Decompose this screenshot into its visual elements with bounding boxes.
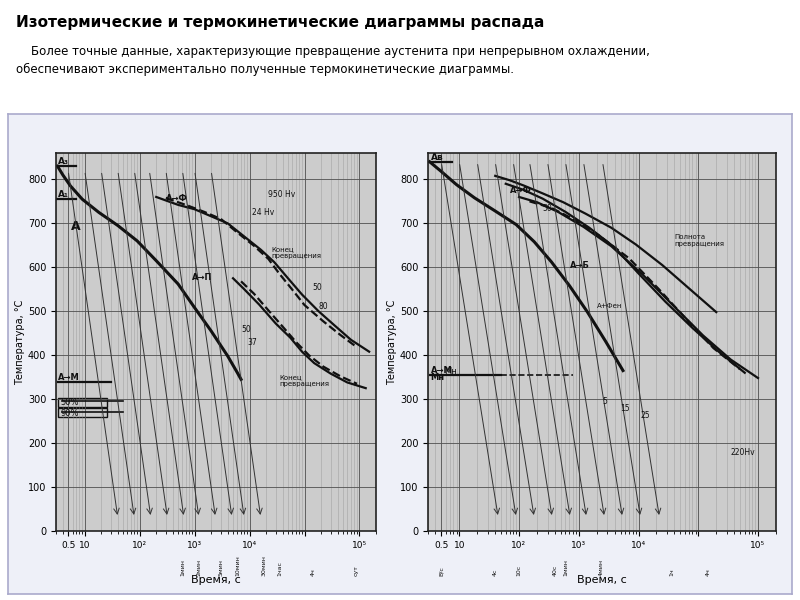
Text: A₃: A₃	[58, 157, 70, 166]
Y-axis label: Температура, °С: Температура, °С	[15, 299, 25, 385]
Text: Более точные данные, характеризующие превращение аустенита при непрерывном охлаж: Более точные данные, характеризующие пре…	[16, 45, 650, 58]
FancyBboxPatch shape	[58, 408, 107, 417]
Text: 4мин: 4мин	[599, 559, 604, 576]
X-axis label: Время, с: Время, с	[191, 575, 241, 585]
Text: А→Ф: А→Ф	[166, 194, 188, 203]
Text: обеспечивают экспериментально полученные термокинетические диаграммы.: обеспечивают экспериментально полученные…	[16, 63, 514, 76]
Text: А→Ф: А→Ф	[510, 185, 531, 194]
Text: А→П: А→П	[192, 272, 213, 281]
Text: Конец
превращения: Конец превращения	[279, 374, 330, 387]
Text: 4ч: 4ч	[310, 568, 316, 576]
Text: 25: 25	[641, 410, 650, 419]
Text: 80: 80	[318, 302, 328, 311]
Text: А→Б: А→Б	[570, 261, 590, 270]
Text: 30мин: 30мин	[261, 555, 266, 576]
Text: А→М: А→М	[58, 373, 80, 382]
Text: 50: 50	[313, 283, 322, 292]
Text: Конец
превращения: Конец превращения	[271, 247, 322, 259]
Text: 10с: 10с	[517, 565, 522, 576]
Text: 24 Нv: 24 Нv	[252, 208, 274, 217]
Text: 1час: 1час	[278, 561, 282, 576]
Text: А+Фен: А+Фен	[597, 303, 622, 309]
Text: 5мин: 5мин	[218, 559, 223, 576]
Text: 1мин: 1мин	[563, 559, 568, 576]
Text: 37: 37	[247, 338, 257, 347]
Text: 50: 50	[542, 204, 553, 213]
Text: Полнота
превращения: Полнота превращения	[674, 234, 725, 247]
Text: 50%: 50%	[60, 398, 79, 407]
Text: А→М: А→М	[430, 366, 452, 375]
Text: Мн: Мн	[430, 373, 445, 382]
Text: 2мин: 2мин	[197, 559, 202, 576]
Text: Мн: Мн	[444, 367, 457, 376]
Text: A₁: A₁	[58, 190, 69, 199]
Text: 5: 5	[602, 397, 607, 406]
Text: 220Нv: 220Нv	[730, 448, 755, 457]
Text: Aв: Aв	[430, 153, 443, 162]
Text: 10мин: 10мин	[235, 555, 240, 576]
Text: A: A	[70, 220, 80, 233]
FancyBboxPatch shape	[58, 398, 107, 407]
Text: 90%: 90%	[60, 409, 79, 418]
Text: 15: 15	[621, 404, 630, 413]
Text: 50: 50	[241, 325, 251, 334]
X-axis label: Время, с: Время, с	[577, 575, 627, 585]
Text: 40с: 40с	[553, 565, 558, 576]
Text: 4с: 4с	[493, 568, 498, 576]
Text: 950 Нv: 950 Нv	[268, 190, 296, 199]
Y-axis label: Температура, °С: Температура, °С	[387, 299, 397, 385]
Text: В/с: В/с	[438, 566, 444, 576]
Text: 1ч: 1ч	[670, 568, 674, 576]
Text: сут: сут	[354, 565, 358, 576]
Text: 4ч: 4ч	[706, 568, 710, 576]
Text: Изотермические и термокинетические диаграммы распада: Изотермические и термокинетические диагр…	[16, 15, 544, 30]
Text: 1мин: 1мин	[180, 559, 185, 576]
